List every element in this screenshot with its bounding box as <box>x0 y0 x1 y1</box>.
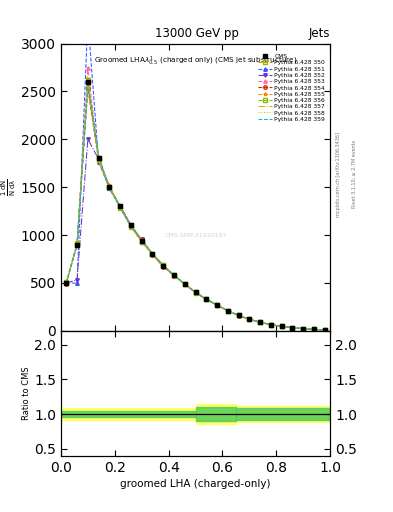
CMS <box>75 242 79 248</box>
Text: Jets: Jets <box>309 27 330 39</box>
CMS <box>172 272 176 279</box>
CMS <box>301 326 306 332</box>
CMS <box>86 79 90 85</box>
CMS <box>204 296 209 302</box>
X-axis label: groomed LHA (charged-only): groomed LHA (charged-only) <box>120 479 271 489</box>
CMS <box>150 251 155 257</box>
Text: mcplots.cern.ch [arXiv:1306.3436]: mcplots.cern.ch [arXiv:1306.3436] <box>336 132 341 217</box>
CMS <box>129 222 133 228</box>
Line: CMS: CMS <box>64 80 327 332</box>
CMS <box>279 324 284 330</box>
CMS <box>140 238 144 244</box>
Y-axis label: $\frac{1}{\rm N} \frac{d\rm N}{d\lambda}$: $\frac{1}{\rm N} \frac{d\rm N}{d\lambda}… <box>0 178 18 196</box>
Y-axis label: Ratio to CMS: Ratio to CMS <box>22 367 31 420</box>
CMS <box>161 263 165 269</box>
CMS <box>268 322 273 328</box>
Text: 13000 GeV pp: 13000 GeV pp <box>154 27 239 39</box>
CMS <box>226 308 230 314</box>
CMS <box>236 312 241 318</box>
CMS <box>107 184 112 190</box>
CMS <box>215 302 219 308</box>
CMS <box>312 326 316 332</box>
CMS <box>247 316 252 323</box>
CMS <box>322 327 327 333</box>
Legend: CMS, Pythia 6.428 350, Pythia 6.428 351, Pythia 6.428 352, Pythia 6.428 353, Pyt: CMS, Pythia 6.428 350, Pythia 6.428 351,… <box>257 52 327 123</box>
CMS <box>118 203 123 209</box>
Text: CMS-SMP-21920187: CMS-SMP-21920187 <box>164 233 227 239</box>
Text: Groomed LHA$\lambda^{1}_{0.5}$ (charged only) (CMS jet substructure): Groomed LHA$\lambda^{1}_{0.5}$ (charged … <box>94 55 297 68</box>
Text: Rivet 3.1.10, ≥ 2.7M events: Rivet 3.1.10, ≥ 2.7M events <box>352 140 357 208</box>
CMS <box>193 289 198 295</box>
CMS <box>258 319 263 326</box>
CMS <box>64 280 69 286</box>
CMS <box>290 325 295 331</box>
CMS <box>182 281 187 287</box>
CMS <box>96 155 101 161</box>
